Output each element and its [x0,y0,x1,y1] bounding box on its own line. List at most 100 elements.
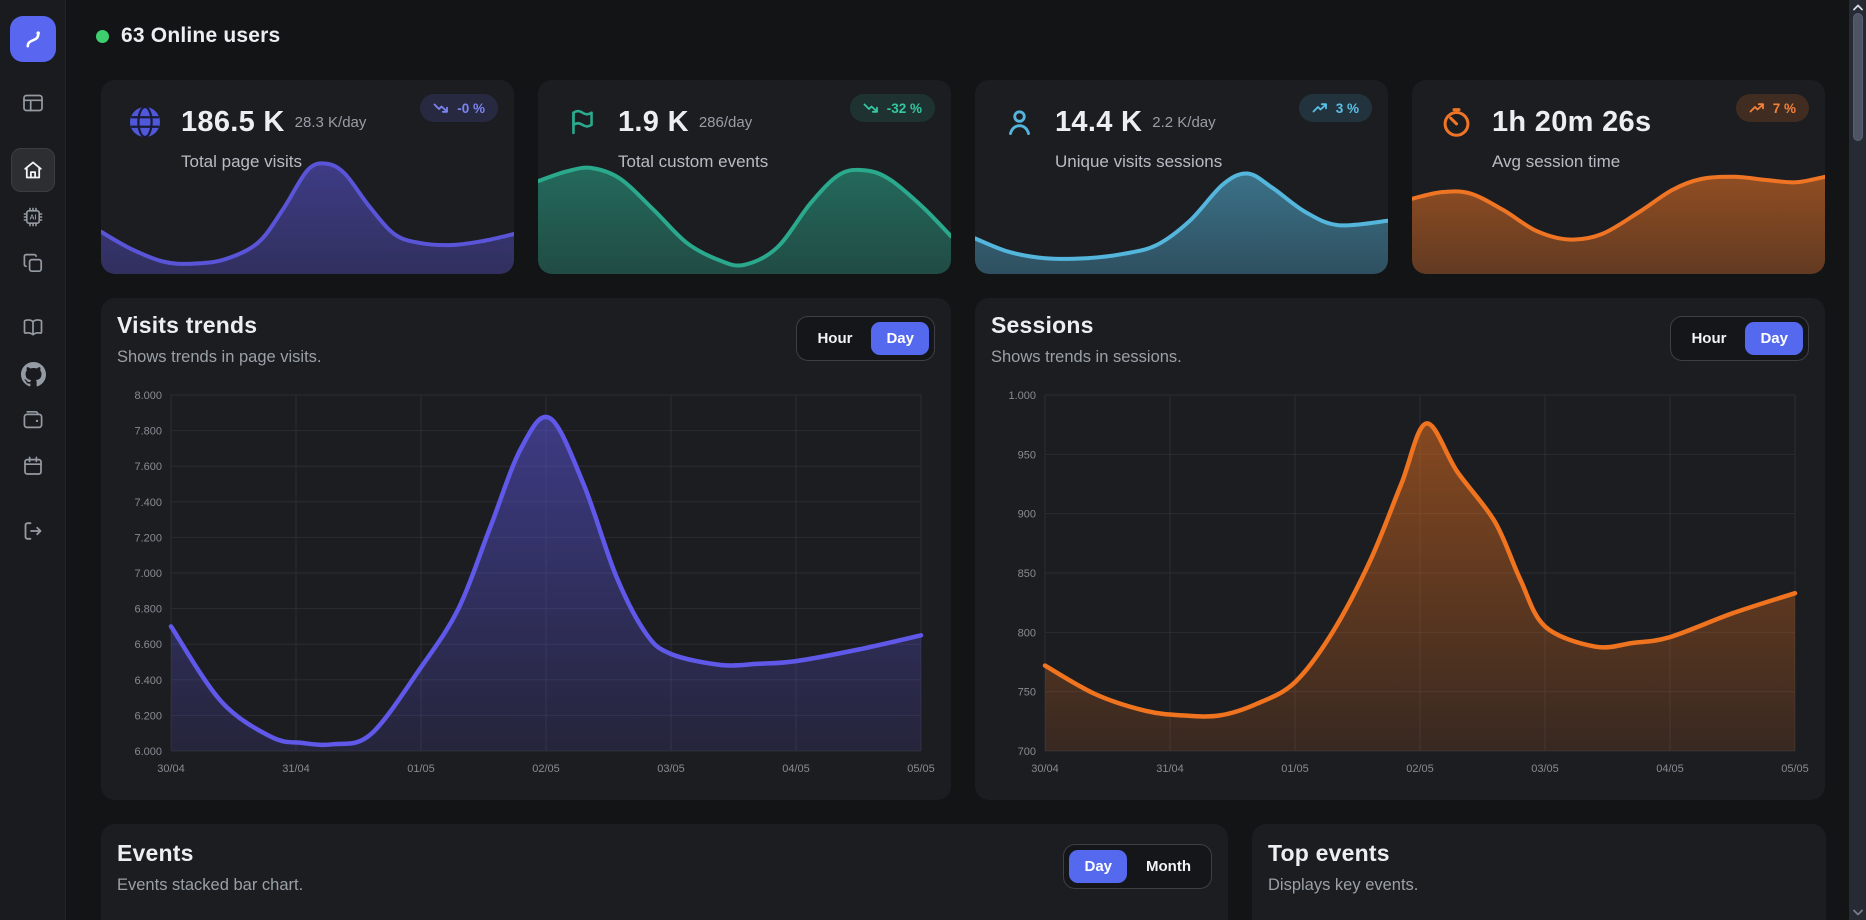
bottom-row: Events Events stacked bar chart. Day Mon… [101,824,1850,920]
scrollbar-thumb[interactable] [1852,13,1863,141]
svg-text:04/05: 04/05 [782,763,810,775]
calendar-icon [24,456,42,475]
visits-toggle-day[interactable]: Day [871,322,929,355]
visits-sparkline-chart [101,161,514,274]
book-icon [23,319,43,336]
user-icon [999,102,1039,142]
svg-text:AI: AI [30,215,37,222]
svg-text:30/04: 30/04 [157,763,185,775]
online-users-count: 63 Online users [121,24,281,47]
sessions-toggle-hour[interactable]: Hour [1676,322,1741,355]
stat-card-total-page-visits: 186.5 K 28.3 K/day Total page visits -0 … [101,80,514,274]
svg-text:02/05: 02/05 [1406,763,1434,775]
svg-text:05/05: 05/05 [1781,763,1809,775]
svg-text:30/04: 30/04 [1031,763,1059,775]
events-panel: Events Events stacked bar chart. Day Mon… [101,824,1228,920]
home-icon [24,161,42,179]
sessions-toggle-day[interactable]: Day [1745,322,1803,355]
sidebar-item-pages[interactable] [11,241,55,285]
github-icon [20,361,46,386]
stat-value: 186.5 K [181,105,285,138]
main-content: 63 Online users 186.5 K 28.3 K/day [66,0,1850,920]
globe-icon [125,102,165,142]
sidebar-item-windows[interactable] [11,81,55,125]
svg-text:750: 750 [1018,687,1036,699]
scroll-up-icon[interactable] [1849,0,1866,14]
trend-badge: -32 % [849,94,935,122]
sessions-sparkline-chart [975,171,1388,274]
stat-card-total-custom-events: 1.9 K 286/day Total custom events -32 % [538,80,951,274]
stat-value: 14.4 K [1055,105,1143,138]
sidebar-item-home[interactable] [11,148,55,192]
panel-subtitle: Displays key events. [1268,876,1419,894]
svg-text:31/04: 31/04 [1156,763,1184,775]
scroll-down-icon[interactable] [1849,905,1866,919]
panel-subtitle: Shows trends in page visits. [117,348,322,366]
sessions-panel: Sessions Shows trends in sessions. Hour … [975,298,1825,800]
trend-badge: 7 % [1735,94,1809,122]
top-events-panel: Top events Displays key events. [1252,824,1826,920]
panel-title: Events [117,840,194,866]
events-toggle-day[interactable]: Day [1069,850,1128,883]
window-layout-icon [23,94,43,112]
stat-label: Avg session time [1492,152,1621,171]
app-logo[interactable] [10,16,56,62]
stat-label: Total page visits [181,152,302,171]
svg-text:05/05: 05/05 [907,763,935,775]
svg-text:7.600: 7.600 [134,461,162,473]
svg-text:950: 950 [1018,449,1036,461]
copy-icon [23,253,43,273]
svg-text:700: 700 [1018,746,1036,758]
events-toggle-month[interactable]: Month [1131,850,1206,883]
sidebar-item-ai[interactable]: AI [11,195,55,239]
svg-text:01/05: 01/05 [1281,763,1309,775]
visits-interval-toggle: Hour Day [796,316,935,361]
svg-text:6.400: 6.400 [134,675,162,687]
charts-row: Visits trends Shows trends in page visit… [101,298,1850,800]
visits-trends-chart: 8.000 7.800 7.600 7.400 7.200 7.000 6.800 6.600… [134,390,935,775]
sidebar-item-wallet[interactable] [11,398,55,442]
timer-icon [1436,102,1476,142]
stat-card-avg-session-time: 1h 20m 26s Avg session time 7 % [1412,80,1825,274]
svg-text:01/05: 01/05 [407,763,435,775]
sessions-interval-toggle: Hour Day [1670,316,1809,361]
trend-badge: 3 % [1298,94,1372,122]
svg-text:6.800: 6.800 [134,604,162,616]
page-scrollbar[interactable] [1849,0,1866,920]
trending-up-icon [1312,103,1327,113]
visits-toggle-hour[interactable]: Hour [802,322,867,355]
sidebar-item-calendar[interactable] [11,444,55,488]
spline-logo-icon [26,31,40,48]
svg-text:6.000: 6.000 [134,746,162,758]
svg-text:800: 800 [1018,627,1036,639]
svg-text:1.000: 1.000 [1008,390,1036,402]
stat-value: 1.9 K [618,105,689,138]
sidebar-item-logout[interactable] [11,509,55,553]
flag-icon [562,102,602,142]
svg-text:6.600: 6.600 [134,639,162,651]
svg-text:04/05: 04/05 [1656,763,1684,775]
trending-down-icon [433,103,449,113]
stat-cards-row: 186.5 K 28.3 K/day Total page visits -0 … [101,80,1850,274]
panel-title: Top events [1268,840,1390,866]
svg-text:6.200: 6.200 [134,710,162,722]
svg-text:7.800: 7.800 [134,426,162,438]
panel-title: Sessions [991,312,1094,338]
trending-down-icon [863,103,878,113]
svg-text:7.200: 7.200 [134,532,162,544]
panel-subtitle: Shows trends in sessions. [991,348,1182,366]
sidebar-item-github[interactable] [11,352,55,396]
trend-badge: -0 % [420,94,498,122]
panel-subtitle: Events stacked bar chart. [117,876,304,894]
svg-text:8.000: 8.000 [134,390,162,402]
svg-text:03/05: 03/05 [657,763,685,775]
svg-text:7.000: 7.000 [134,568,162,580]
sessions-chart: 1.000 950 900 850 800 750 700 30/04 31/04 01/05 02… [1008,390,1809,775]
sidebar-item-docs[interactable] [11,305,55,349]
visits-trends-panel: Visits trends Shows trends in page visit… [101,298,951,800]
logout-icon [24,522,42,540]
svg-text:03/05: 03/05 [1531,763,1559,775]
ai-chip-icon: AI [23,207,43,227]
online-status-dot [96,29,109,43]
